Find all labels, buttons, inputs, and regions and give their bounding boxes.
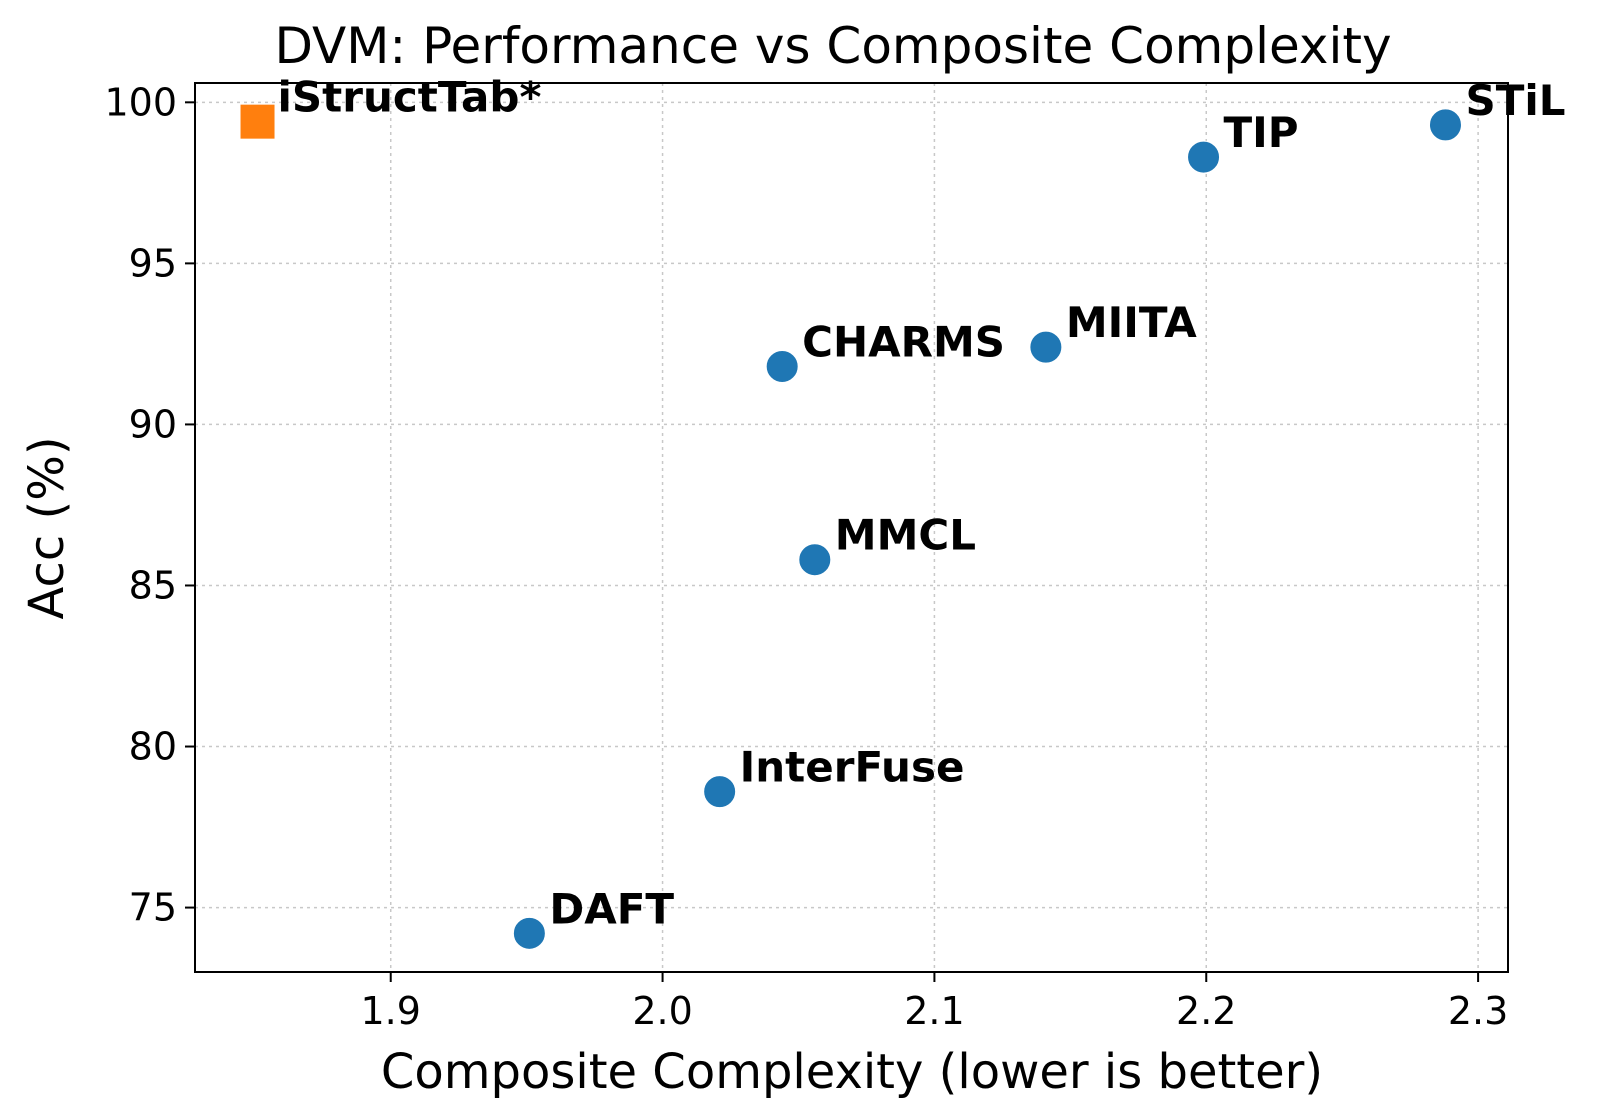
y-tick-label: 75 [129, 886, 177, 930]
y-axis-ticks: 75 80 85 90 95 100 [104, 80, 195, 930]
data-point-label: iStructTab* [278, 73, 542, 122]
chart-title: DVM: Performance vs Composite Complexity [274, 17, 1391, 75]
y-tick-label: 80 [129, 725, 177, 769]
data-point-labels: iStructTab* TIP STiL CHARMS MIITA MMCL InterFu… [278, 73, 1566, 934]
data-point-square [240, 104, 275, 139]
x-tick-label: 2.2 [1176, 989, 1236, 1033]
y-tick-label: 95 [129, 241, 177, 285]
data-point [1187, 140, 1221, 174]
data-point [703, 775, 737, 809]
data-point-label: CHARMS [802, 317, 1005, 366]
data-point-label: DAFT [549, 884, 674, 933]
data-point [512, 916, 546, 950]
data-points [240, 104, 1462, 950]
y-axis-label: Acc (%) [19, 436, 75, 619]
data-point-label: MMCL [835, 511, 976, 560]
data-point-label: TIP [1224, 108, 1299, 157]
x-tick-label: 1.9 [361, 989, 421, 1033]
x-tick-label: 2.3 [1448, 989, 1508, 1033]
data-point [1428, 108, 1462, 142]
y-tick-label: 85 [129, 563, 177, 607]
grid-lines [195, 83, 1508, 972]
x-tick-label: 2.0 [632, 989, 692, 1033]
x-axis-ticks: 1.9 2.0 2.1 2.2 2.3 [361, 972, 1508, 1033]
x-tick-label: 2.1 [904, 989, 964, 1033]
data-point-label: InterFuse [740, 743, 965, 792]
data-point [765, 349, 799, 383]
plot-frame [194, 82, 1509, 973]
data-point-label: STiL [1465, 76, 1565, 125]
x-axis-label: Composite Complexity (lower is better) [381, 1044, 1323, 1100]
y-tick-label: 100 [104, 80, 177, 124]
y-tick-label: 90 [129, 402, 177, 446]
data-point [1029, 330, 1063, 364]
data-point-label: MIITA [1066, 298, 1197, 347]
data-point [798, 543, 832, 577]
